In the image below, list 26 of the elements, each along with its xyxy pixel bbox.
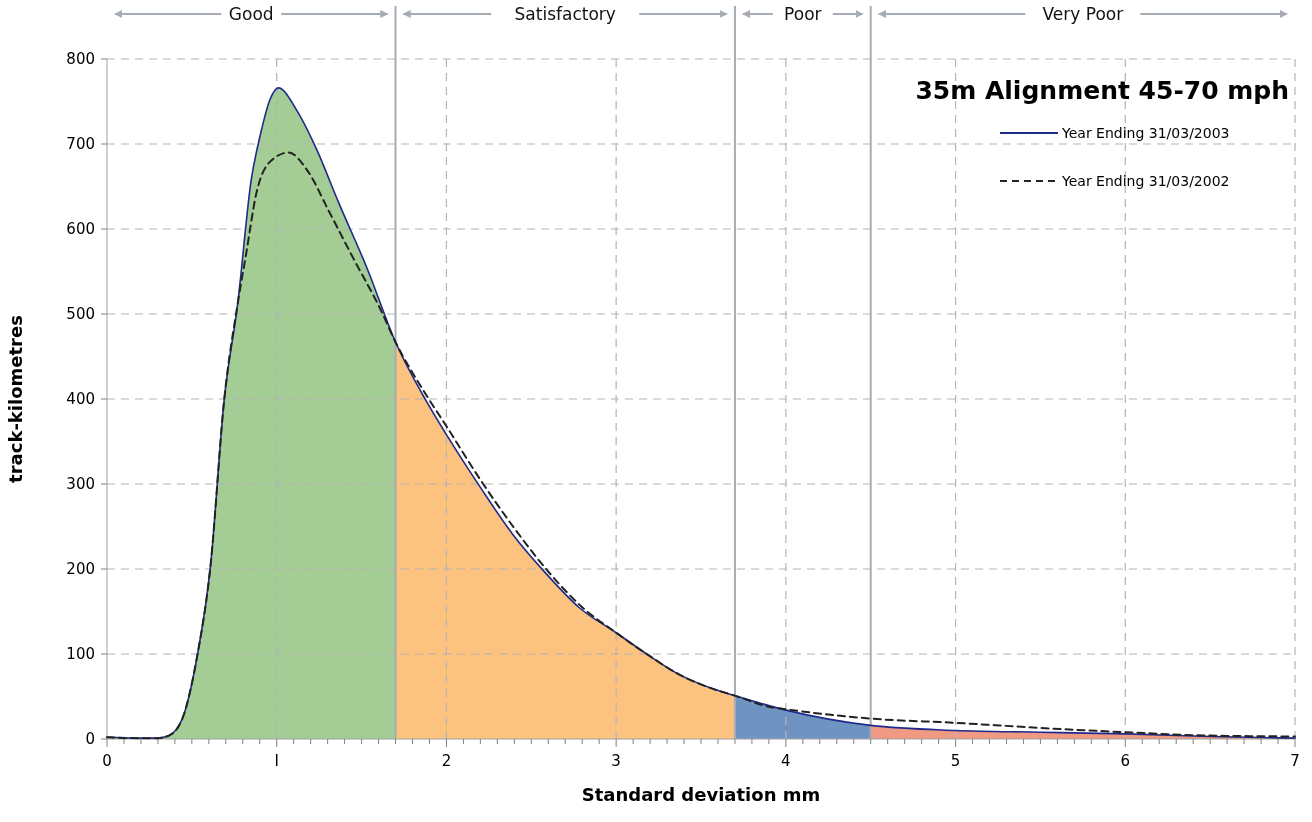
y-tick-label: 800	[66, 50, 95, 68]
x-tick-label: 4	[781, 752, 791, 770]
text: 35m Alignment 45-70 mph	[915, 76, 1289, 105]
y-tick-label: 0	[85, 730, 95, 748]
y-tick-label: 400	[66, 390, 95, 408]
band-label: Very Poor	[1042, 4, 1124, 24]
x-tick-label: 2	[441, 752, 452, 770]
x-tick-label: 7	[1290, 752, 1300, 770]
band-label: Good	[228, 4, 274, 24]
x-axis-title: Standard deviation mm	[581, 784, 821, 805]
legend-label: Year Ending 31/03/2002	[1061, 173, 1230, 189]
x-tick-label: 3	[611, 752, 621, 770]
y-tick-label: 200	[66, 560, 95, 578]
x-tick-label: I	[274, 752, 279, 770]
y-tick-label: 100	[66, 645, 95, 663]
x-tick-label: 0	[102, 752, 112, 770]
y-tick-label: 500	[66, 305, 95, 323]
y-tick-label: 300	[66, 475, 95, 493]
band-label: Poor	[784, 4, 822, 24]
legend-label: Year Ending 31/03/2003	[1061, 125, 1230, 141]
y-tick-label: 700	[66, 135, 95, 153]
band-label: Satisfactory	[514, 4, 616, 24]
y-tick-label: 600	[66, 220, 95, 238]
x-tick-label: 6	[1120, 752, 1131, 770]
x-tick-label: 5	[950, 752, 961, 770]
y-axis-title: track-kilometres	[5, 315, 26, 483]
